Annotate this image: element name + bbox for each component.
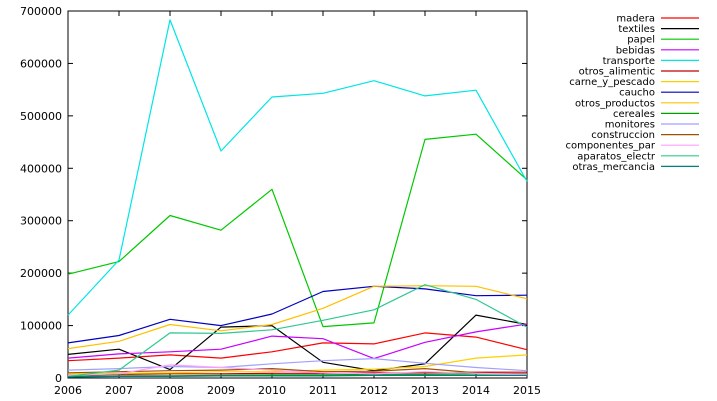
legend-label: componentes_par [565,141,655,152]
x-tick-label: 2008 [156,384,184,397]
x-tick-label: 2007 [105,384,133,397]
series-line-bebidas [67,323,528,360]
series-line-otros-productos [67,285,528,350]
series-line-madera [67,332,528,362]
legend-label: otros_alimentic [579,67,655,78]
series-line-componentes-par [67,364,528,376]
legend-label: bebidas [616,45,655,56]
series-line-construccion [67,368,528,375]
x-tick-label: 2006 [54,384,82,397]
plot-area [67,10,528,379]
y-tick-label: 200000 [20,267,62,280]
y-tick-label: 0 [55,372,62,385]
legend-label: madera [616,14,655,25]
series-line-monitores [67,358,528,372]
series-line-aparatos-electr [67,284,528,377]
legend-label: transporte [603,56,655,67]
y-tick-label: 700000 [20,5,62,18]
legend-label: aparatos_electr [577,151,656,162]
y-tick-label: 100000 [20,320,62,333]
series-line-otras-mercancia [67,374,527,378]
y-tick-label: 600000 [20,57,62,70]
legend-label: otros_productos [575,98,655,109]
y-tick-label: 400000 [20,162,62,175]
legend-label: papel [627,35,655,46]
legend-label: construccion [591,130,655,141]
series-line-transporte [67,19,528,316]
x-tick-label: 2012 [360,384,388,397]
x-tick-label: 2010 [258,384,286,397]
legend-label: monitores [605,120,655,131]
legend-label: otras_mercancia [572,162,655,173]
x-tick-label: 2013 [411,384,439,397]
series-lines [67,19,528,378]
x-tick-label: 2009 [207,384,235,397]
y-tick-label: 500000 [20,110,62,123]
x-tick-label: 2011 [309,384,337,397]
x-axis: 2006 2007 2008 2009 2010 2011 2012 2013 2014 2015 [54,11,541,397]
x-tick-label: 2015 [513,384,541,397]
x-tick-label: 2014 [462,384,490,397]
legend-label: caucho [619,88,655,99]
series-line-papel [67,133,528,328]
legend-label: carne_y_pescado [569,77,655,88]
legend: maderatextilespapelbebidastransporteotro… [565,14,699,173]
legend-label: cereales [613,109,655,120]
y-axis: 0 100000 200000 300000 400000 500000 600000 700… [20,5,527,385]
y-tick-label: 300000 [20,215,62,228]
legend-label: textiles [618,24,655,35]
series-line-textiles [67,314,528,372]
